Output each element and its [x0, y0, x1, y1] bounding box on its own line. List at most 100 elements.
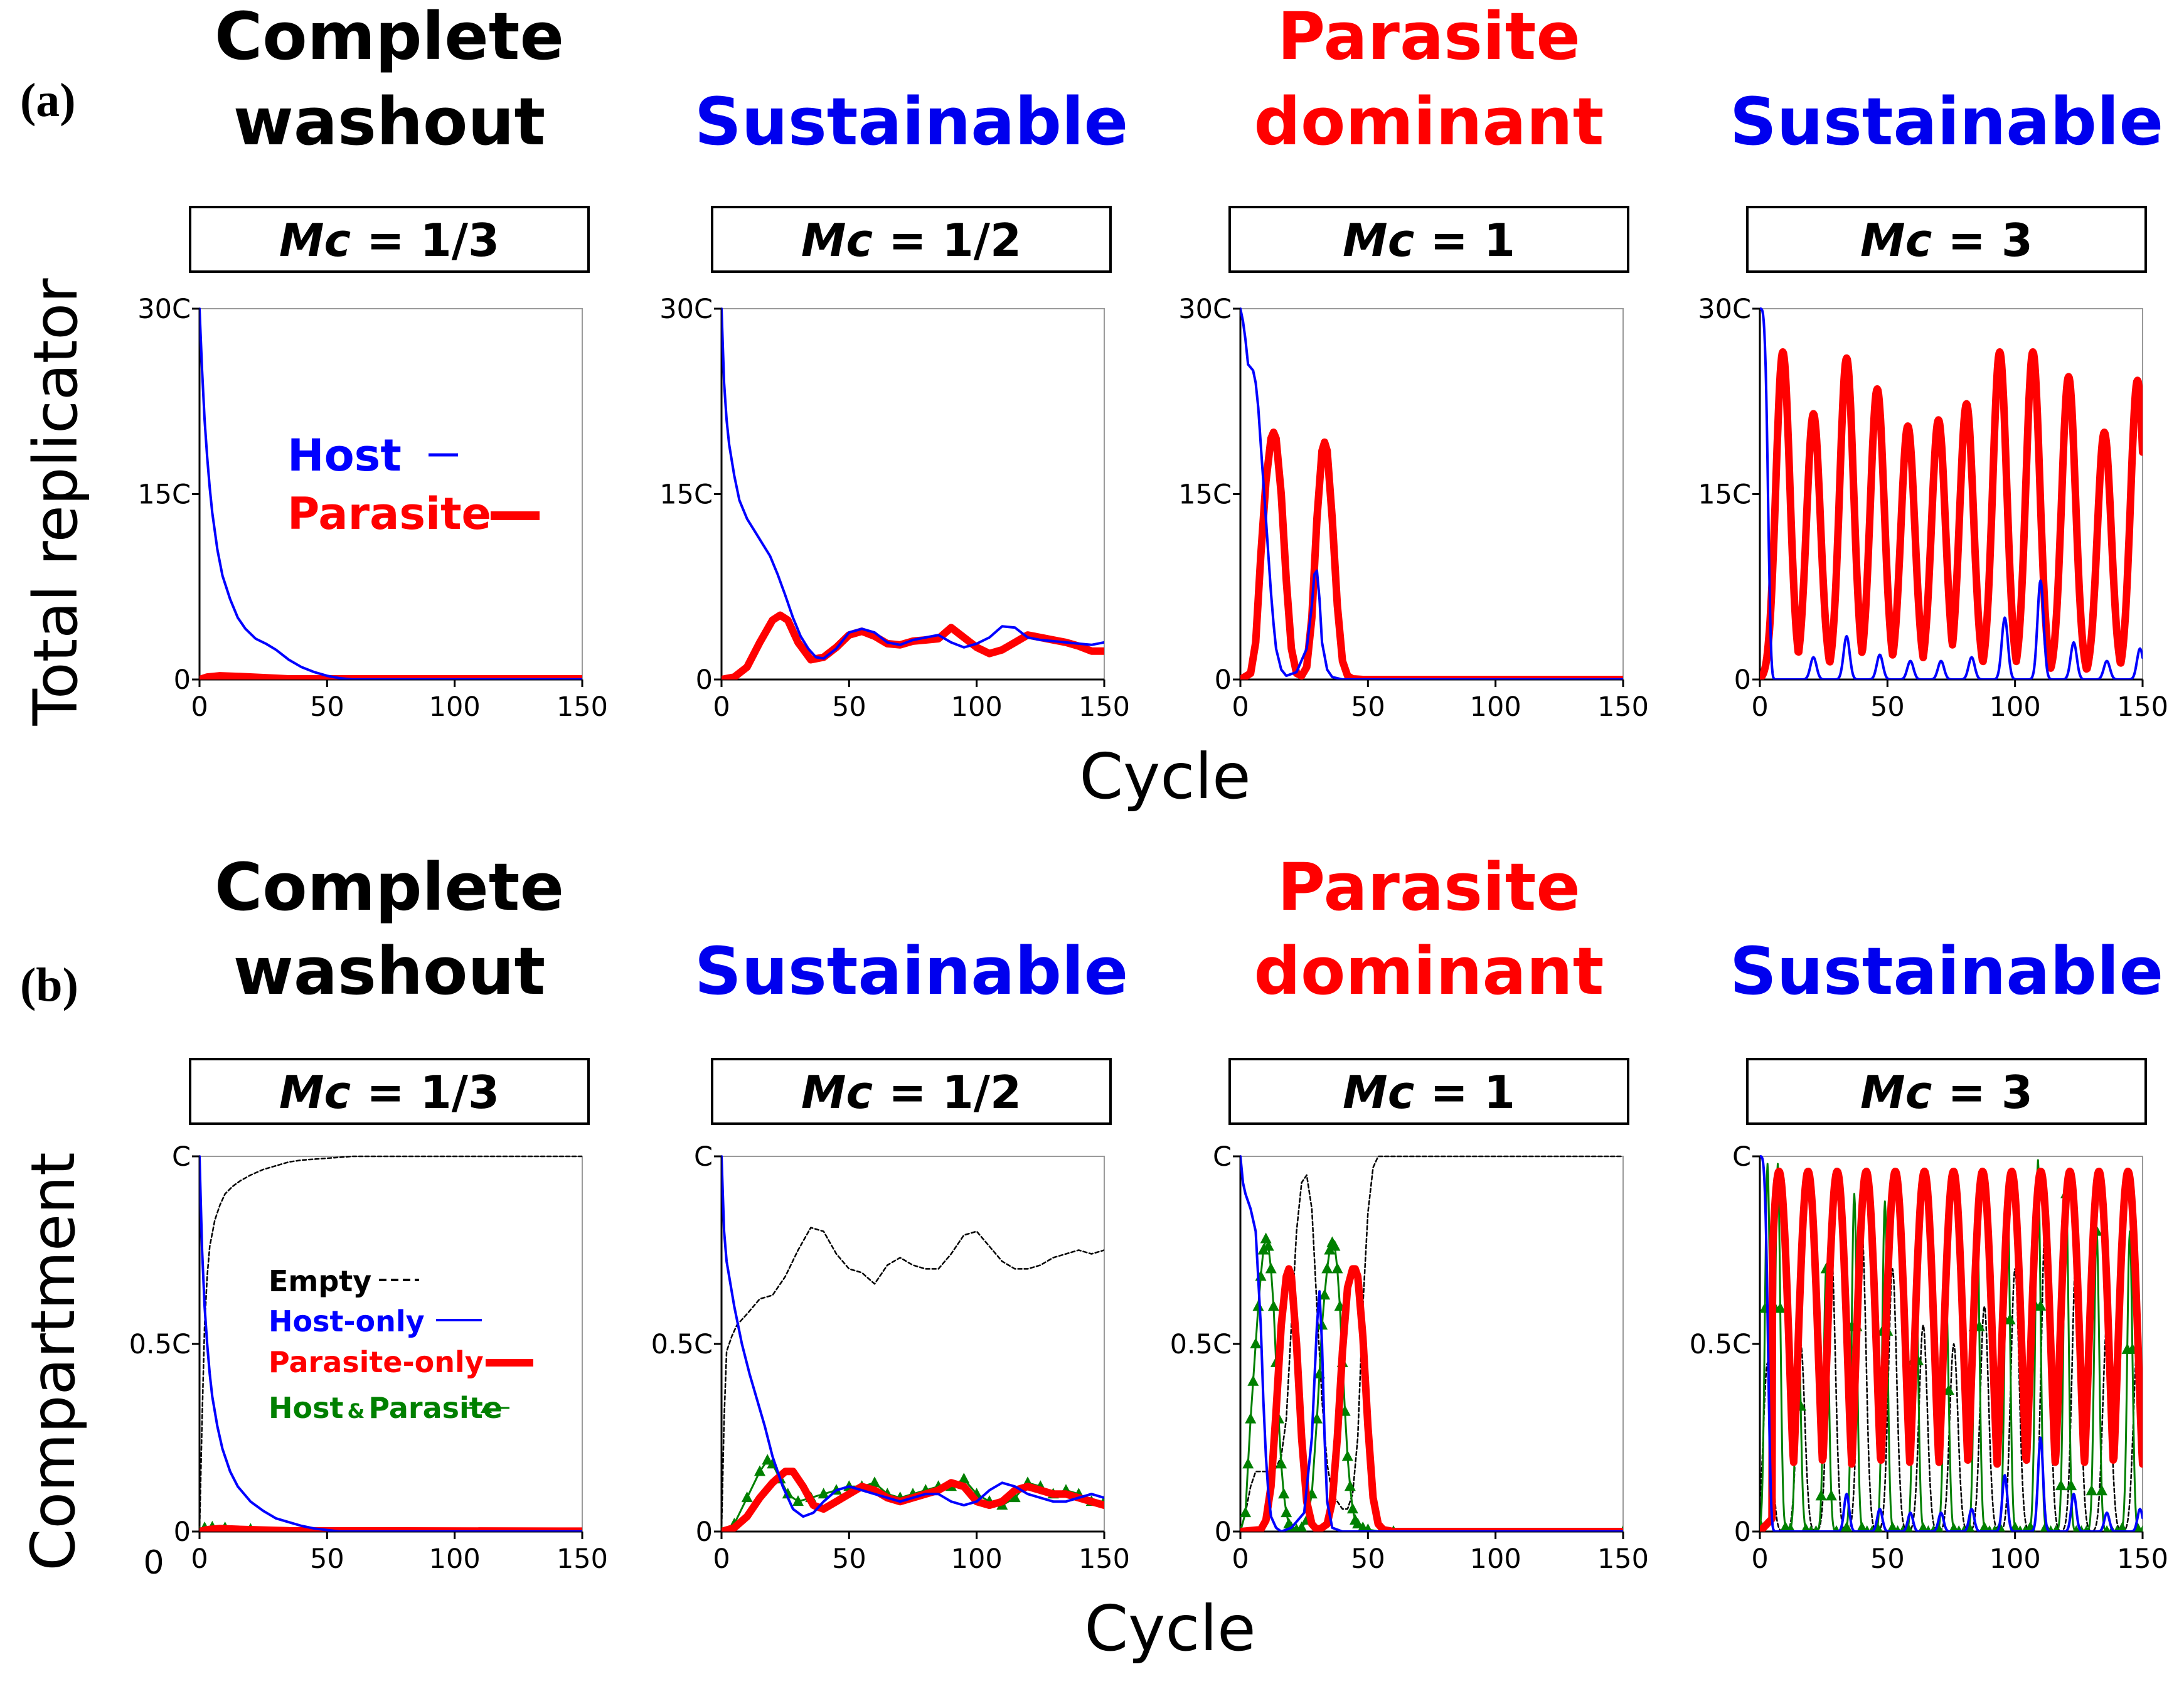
- series-b1-host-only: [200, 1155, 582, 1532]
- legend-b-hostparasite-label: Host & Parasite: [269, 1391, 503, 1425]
- triangle-marker-b4-440: [2035, 1299, 2047, 1311]
- triangle-marker-b3-29: [1324, 1244, 1336, 1255]
- x-tick-label-a3-3: 150: [1597, 691, 1649, 723]
- x-tick-label-b4-1: 50: [1870, 1543, 1905, 1575]
- x-tick-label-b1-2: 100: [429, 1543, 481, 1575]
- y-tick-label-b3-2: C: [1213, 1141, 1232, 1173]
- mc-label-a-0: Mc = 1/3: [279, 214, 499, 267]
- triangle-marker-b3-4: [1247, 1375, 1259, 1386]
- x-tick-label-a2-0: 0: [713, 691, 730, 723]
- triangle-marker-b2-7: [782, 1488, 794, 1499]
- series-b2-parasite-only: [722, 1468, 1104, 1532]
- panel-b-corner-zero: 0: [143, 1544, 164, 1582]
- y-tick-label-b1-2: C: [172, 1141, 191, 1173]
- column-title-a-0-line-1: washout: [233, 83, 545, 160]
- x-tick-label-b4-2: 100: [1990, 1543, 2041, 1575]
- column-title-a-1-line-0: Sustainable: [695, 83, 1128, 160]
- triangle-marker-b4-392: [2004, 1313, 2016, 1324]
- series-a4-parasite: [1760, 348, 2143, 679]
- x-tick-label-b3-1: 50: [1351, 1543, 1385, 1575]
- y-tick-label-a2-0: 0: [696, 664, 713, 696]
- legend-b-parasiteonly-label: Parasite-only: [269, 1345, 484, 1379]
- y-tick-label-a3-0: 0: [1215, 664, 1232, 696]
- legend-a-host-label: Host: [287, 430, 402, 481]
- chart-a3: 0 15C 30C 0 50 100 150: [1178, 294, 1649, 723]
- chart-b3: 0 0.5C C 0 50 100 150: [1170, 1141, 1649, 1575]
- mc-box-b-3: [1746, 1058, 2147, 1125]
- series-b1-empty: [200, 1155, 582, 1532]
- x-tick-label-b3-2: 100: [1470, 1543, 1521, 1575]
- triangle-marker-b3-36: [1341, 1450, 1353, 1461]
- triangle-marker-b3-37: [1344, 1480, 1356, 1491]
- triangle-marker-b4-544: [2103, 1525, 2111, 1532]
- mc-box-a-3: [1746, 206, 2147, 273]
- series-b4-parasite-only: [1760, 1167, 2143, 1532]
- x-tick-label-a3-2: 100: [1470, 691, 1521, 723]
- triangle-marker-b4-88: [1813, 1525, 1819, 1532]
- y-tick-label-b4-0: 0: [1734, 1516, 1751, 1548]
- y-tick-label-a4-1: 15C: [1698, 479, 1751, 511]
- triangle-marker-b3-12: [1267, 1300, 1279, 1311]
- y-tick-label-a2-2: 30C: [659, 294, 713, 325]
- x-tick-label-b2-2: 100: [951, 1543, 1003, 1575]
- x-tick-label-a1-2: 100: [429, 691, 481, 723]
- triangle-marker-b4-472: [2055, 1479, 2067, 1491]
- triangle-marker-b4-304: [1949, 1522, 1959, 1532]
- series-a3-parasite: [1240, 429, 1623, 679]
- x-tick-label-a4-1: 50: [1870, 691, 1905, 723]
- triangle-marker-b4-120: [1833, 1525, 1840, 1532]
- triangle-marker-b4-296: [1942, 1384, 1954, 1395]
- y-tick-label-b1-1: 0.5C: [129, 1329, 191, 1360]
- triangle-marker-b3-21: [1296, 1521, 1308, 1532]
- legend-a-parasite-label: Parasite: [287, 488, 491, 540]
- triangle-marker-b3-40: [1352, 1518, 1364, 1529]
- triangle-marker-b2-3: [754, 1465, 765, 1476]
- legend-b-hostparasite-triangle: [481, 1403, 492, 1413]
- series-a1-host: [200, 307, 582, 679]
- x-tick-label-a4-3: 150: [2117, 691, 2168, 723]
- triangle-marker-b4-264: [1925, 1525, 1932, 1532]
- x-tick-label-a2-2: 100: [951, 691, 1003, 723]
- triangle-marker-b3-28: [1321, 1262, 1333, 1274]
- x-tick-label-b1-0: 0: [191, 1543, 208, 1575]
- column-title-a-0-line-0: Complete: [215, 0, 564, 75]
- y-tick-label-b2-2: C: [694, 1141, 713, 1173]
- series-a4-host: [1760, 307, 2143, 679]
- legend-b-hostonly-label: Host-only: [269, 1304, 425, 1338]
- triangle-marker-b2-10: [818, 1488, 829, 1499]
- chart-a1: 0 15C 30C 0 50 100 150: [137, 294, 608, 723]
- y-tick-label-b2-1: 0.5C: [651, 1329, 713, 1360]
- triangle-marker-b4-216: [1894, 1525, 1901, 1532]
- triangle-marker-b3-1: [1240, 1506, 1252, 1518]
- panel-b-label: (b): [20, 959, 78, 1011]
- triangle-marker-b4-96: [1815, 1489, 1827, 1501]
- triangle-marker-b4-32: [1774, 1302, 1786, 1313]
- series-a1-parasite: [200, 672, 582, 679]
- mc-box-b-0: [189, 1058, 590, 1125]
- triangle-marker-b2-8: [792, 1495, 804, 1506]
- triangle-marker-b4-600: [2139, 1525, 2143, 1532]
- mc-label-b-2: Mc = 1: [1343, 1066, 1515, 1119]
- y-tick-label-a1-0: 0: [174, 664, 191, 696]
- x-tick-label-a3-0: 0: [1232, 691, 1249, 723]
- series-b1-parasite-only: [200, 1525, 582, 1532]
- x-tick-label-b2-3: 150: [1079, 1543, 1130, 1575]
- triangle-marker-b3-15: [1276, 1458, 1287, 1469]
- x-tick-label-a1-0: 0: [191, 691, 208, 723]
- y-tick-label-b2-0: 0: [696, 1516, 713, 1548]
- series-a3-host: [1240, 307, 1623, 679]
- triangle-marker-b3-17: [1281, 1506, 1292, 1518]
- mc-box-b-1: [711, 1058, 1112, 1125]
- column-title-b-3-line-0: Sustainable: [1730, 933, 2163, 1010]
- triangle-marker-b4-464: [2052, 1525, 2060, 1532]
- y-tick-label-b4-2: C: [1732, 1141, 1751, 1173]
- series-b4-host-only: [1760, 1155, 2143, 1532]
- chart-b1: 0 0.5C C 0 50 100 150: [129, 1141, 608, 1575]
- x-tick-label-b4-0: 0: [1751, 1543, 1768, 1575]
- column-title-b-2-line-0: Parasite: [1277, 849, 1580, 925]
- series-b2-host-only: [722, 1155, 1104, 1518]
- column-title-a-2-line-1: dominant: [1254, 83, 1604, 160]
- panel-b-xlabel: Cycle: [1084, 1592, 1255, 1665]
- chart-b2: 0 0.5C C 0 50 100 150: [651, 1141, 1130, 1575]
- chart-b4: 0 0.5C C 0 50 100 150: [1690, 1141, 2168, 1575]
